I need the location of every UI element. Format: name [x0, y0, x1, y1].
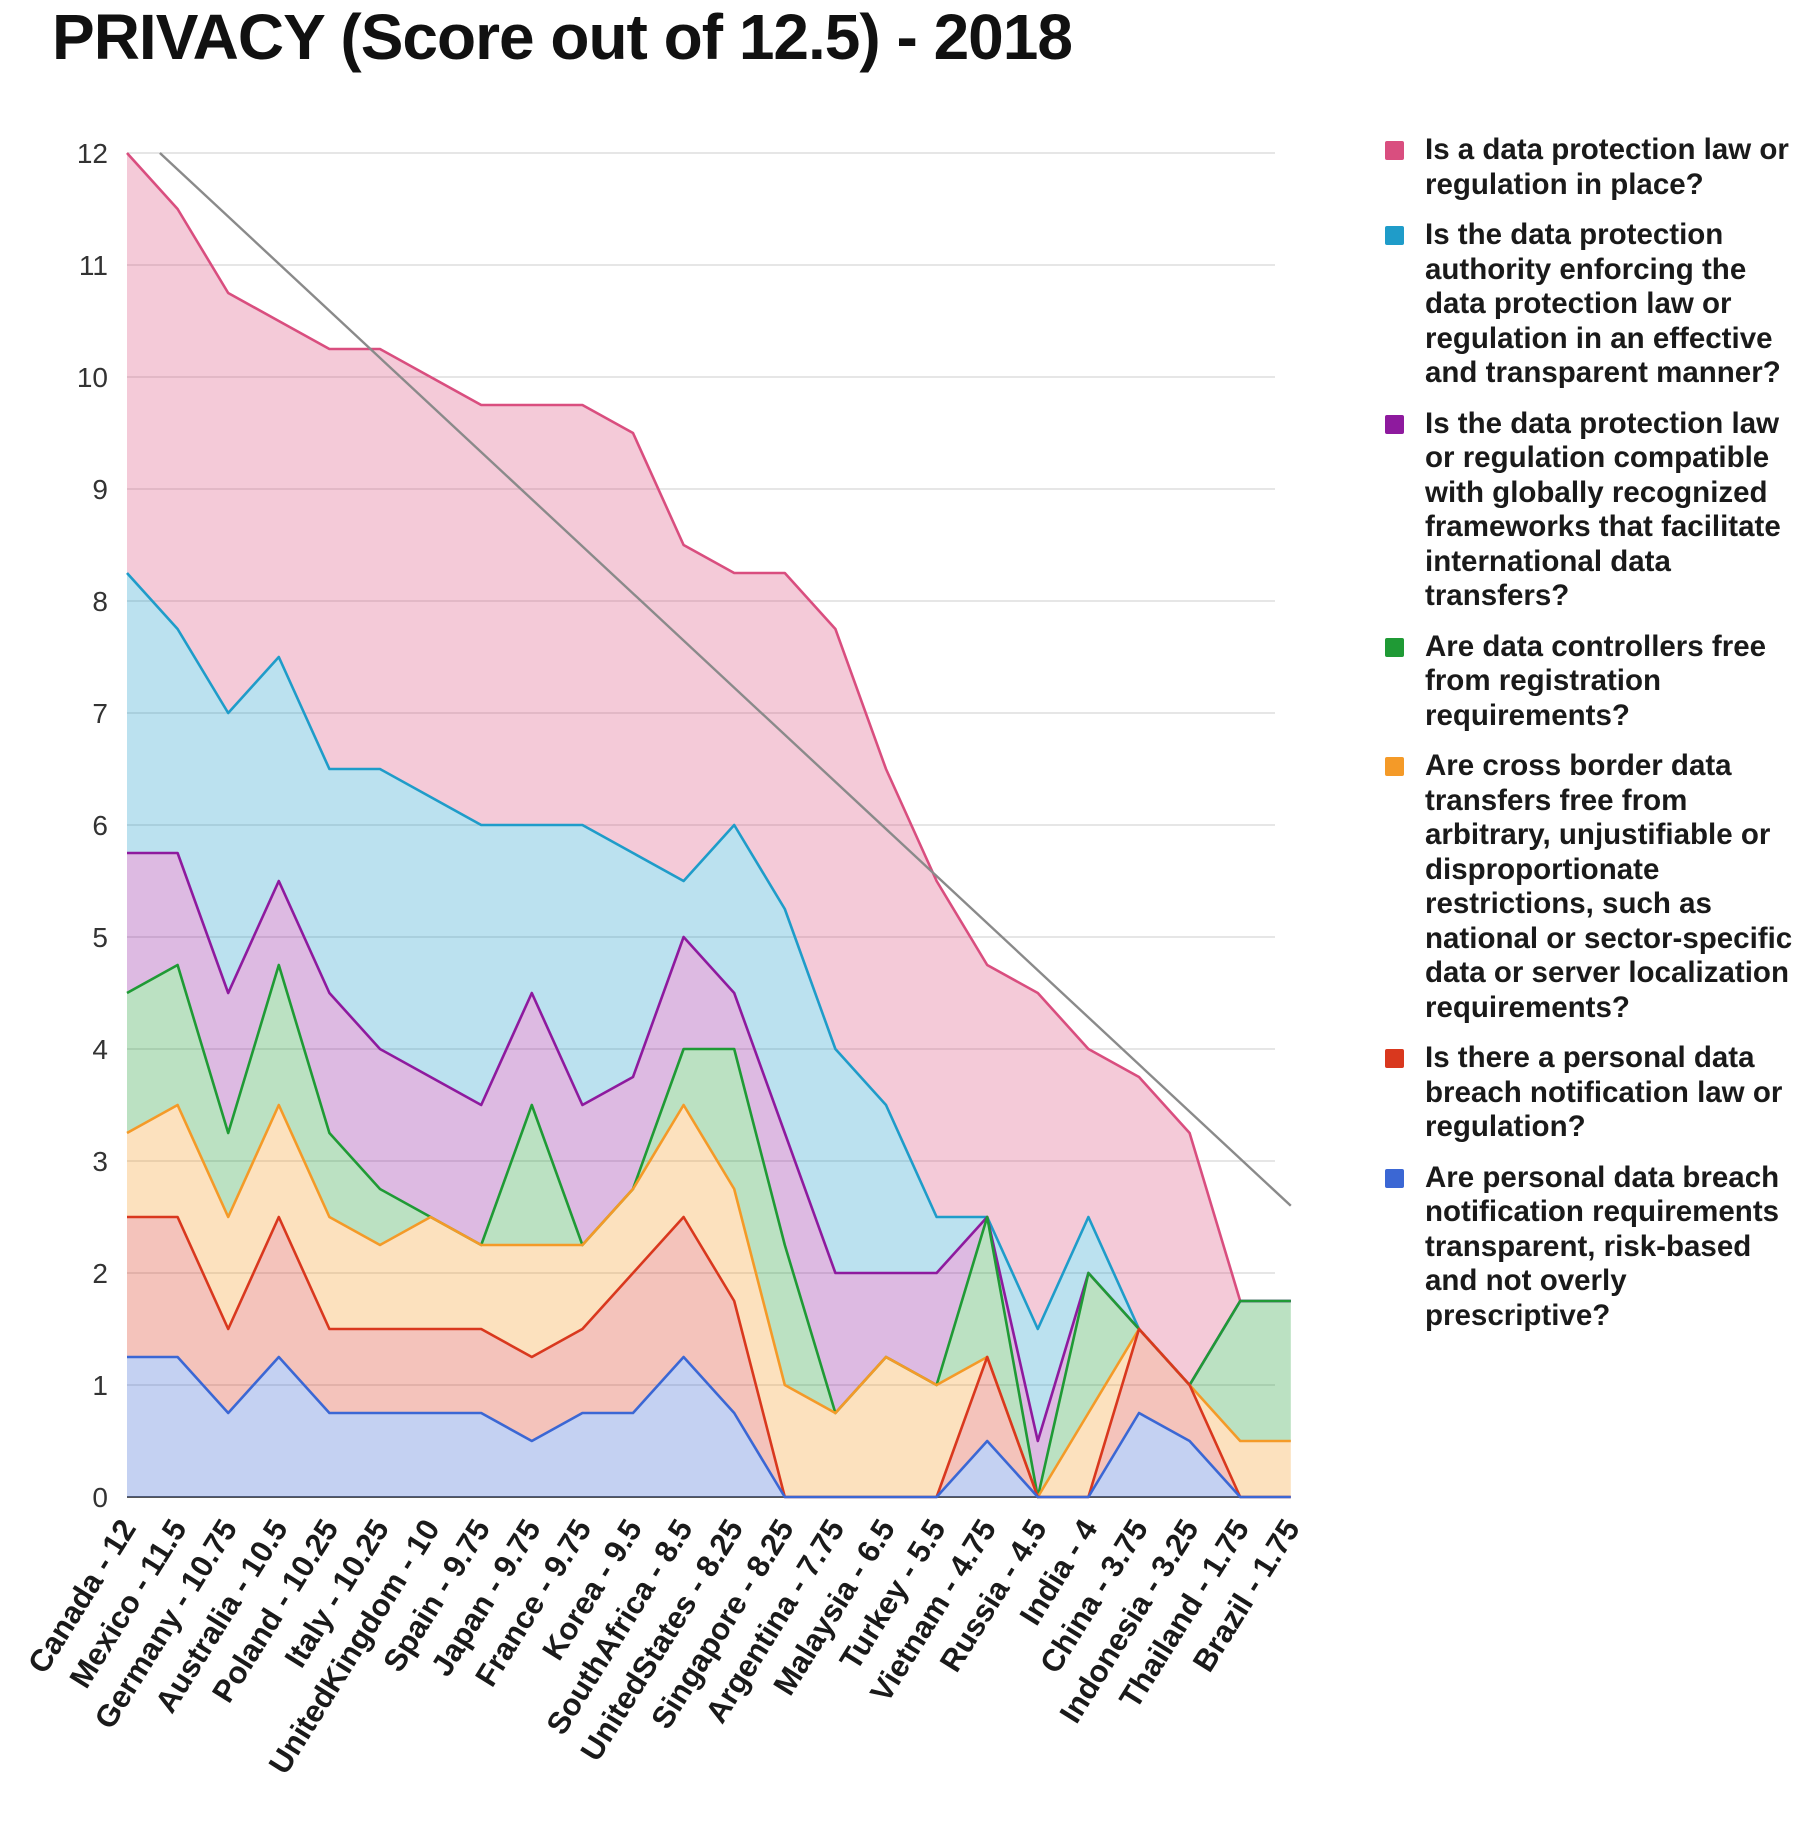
legend-swatch [1385, 414, 1404, 434]
area-breach_req [127, 1357, 1291, 1497]
y-tick-label: 8 [92, 586, 108, 617]
area-breach_law [127, 1217, 1291, 1497]
trendline-layer [159, 152, 1292, 1207]
legend-swatch [1385, 226, 1404, 245]
legend-label: Is a data protection law or regulation i… [1425, 133, 1789, 201]
y-tick-label: 11 [79, 250, 108, 281]
legend-item-authority: Is the data protection authority enforci… [1385, 218, 1797, 391]
y-tick-label: 3 [92, 1146, 108, 1177]
legend-label: Are data controllers free from registrat… [1425, 629, 1767, 732]
line-law [126, 152, 1291, 1303]
area-layer [127, 153, 1291, 1497]
legend-item-law: Is a data protection law or regulation i… [1385, 133, 1797, 202]
legend: Is a data protection law or regulation i… [1385, 133, 1797, 1349]
y-tick-label: 7 [92, 698, 108, 729]
y-tick-label: 2 [92, 1258, 108, 1289]
legend-swatch [1385, 757, 1404, 776]
line-registration [126, 963, 1291, 1499]
y-tick-label: 4 [92, 1034, 108, 1065]
legend-item-registration: Are data controllers free from registrat… [1385, 630, 1797, 734]
area-cross_border [127, 1105, 1291, 1497]
area-law [127, 153, 1291, 1385]
area-authority [127, 573, 1291, 1441]
y-tick-label: 5 [92, 922, 108, 953]
legend-swatch [1385, 141, 1404, 160]
line-breach_law [127, 1215, 1291, 1499]
y-tick-label: 10 [77, 362, 108, 393]
legend-label: Is the data protection authority enforci… [1425, 218, 1781, 389]
y-tick-label: 9 [92, 474, 108, 505]
legend-item-breach-law: Is there a personal data breach notifica… [1385, 1041, 1797, 1145]
legend-label: Is the data protection law or regulation… [1425, 406, 1781, 613]
legend-item-cross-border: Are cross border data transfers free fro… [1385, 749, 1797, 1025]
legend-swatch [1385, 1049, 1404, 1068]
series-lines [126, 152, 1291, 1499]
y-tick-label: 1 [92, 1370, 108, 1401]
y-tick-label: 0 [92, 1482, 108, 1513]
y-tick-label: 12 [77, 138, 108, 169]
legend-item-compatible: Is the data protection law or regulation… [1385, 407, 1797, 614]
line-authority [126, 572, 1291, 1387]
y-tick-label: 6 [92, 810, 108, 841]
legend-item-breach-req: Are personal data breach notification re… [1385, 1161, 1797, 1334]
legend-label: Is there a personal data breach notifica… [1425, 1041, 1783, 1143]
line-breach_req [127, 1355, 1291, 1499]
legend-swatch [1385, 637, 1404, 657]
trendline [159, 152, 1292, 1207]
legend-swatch [1385, 1168, 1404, 1188]
area-registration [127, 965, 1291, 1497]
line-cross_border [126, 1103, 1291, 1499]
gridlines [127, 152, 1275, 1498]
legend-label: Are cross border data transfers free fro… [1425, 749, 1793, 1024]
legend-label: Are personal data breach notification re… [1425, 1160, 1780, 1332]
area-compatible [127, 853, 1291, 1497]
chart-title: PRIVACY (Score out of 12.5) - 2018 [52, 1, 1073, 73]
